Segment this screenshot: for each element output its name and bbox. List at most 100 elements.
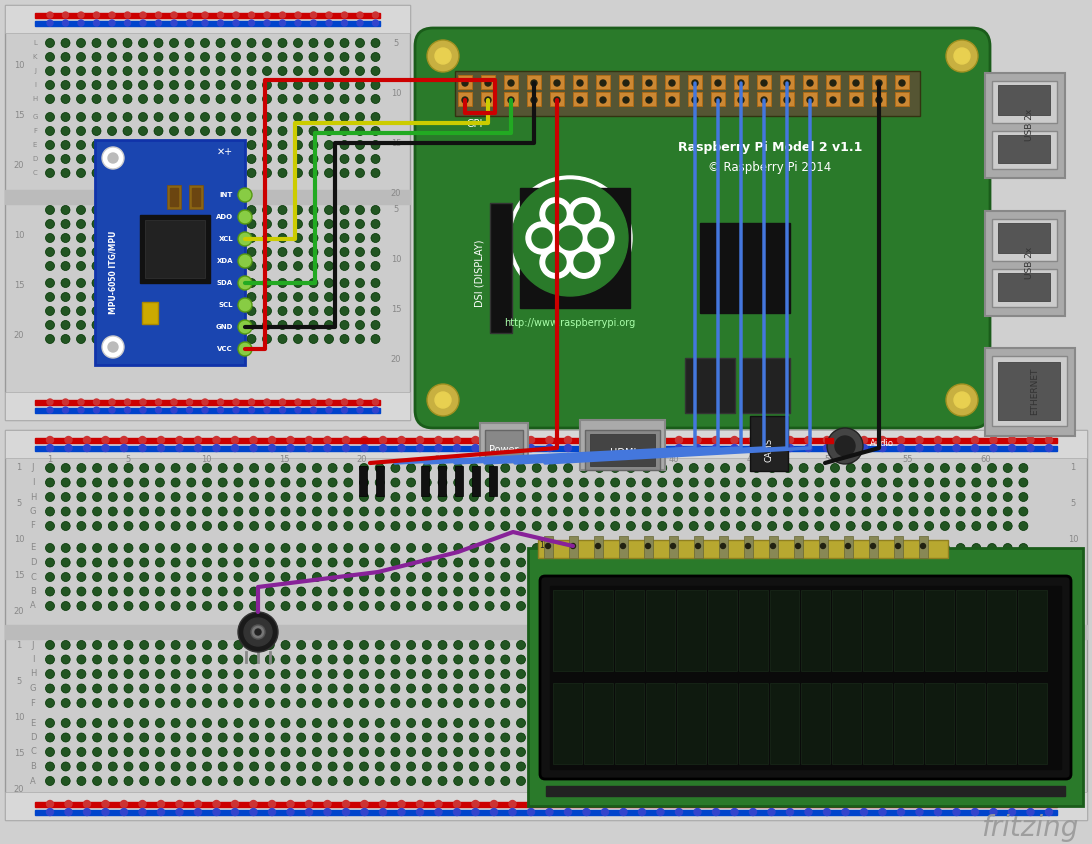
Circle shape bbox=[102, 336, 124, 358]
Circle shape bbox=[783, 684, 793, 693]
Circle shape bbox=[925, 463, 934, 473]
Circle shape bbox=[674, 572, 682, 582]
Circle shape bbox=[438, 572, 447, 582]
Circle shape bbox=[423, 544, 431, 553]
Circle shape bbox=[124, 748, 133, 756]
Circle shape bbox=[752, 544, 761, 553]
Circle shape bbox=[281, 718, 290, 728]
Circle shape bbox=[783, 655, 793, 664]
Circle shape bbox=[517, 587, 525, 596]
Circle shape bbox=[1019, 684, 1028, 693]
Circle shape bbox=[46, 602, 55, 610]
Bar bbox=[769, 536, 778, 558]
Circle shape bbox=[501, 507, 510, 516]
Circle shape bbox=[218, 587, 227, 596]
Circle shape bbox=[376, 544, 384, 553]
Bar bbox=[1018, 683, 1047, 764]
Circle shape bbox=[234, 493, 242, 501]
Circle shape bbox=[107, 219, 117, 229]
Text: 35: 35 bbox=[591, 456, 602, 464]
Circle shape bbox=[862, 776, 871, 786]
Circle shape bbox=[831, 718, 840, 728]
Circle shape bbox=[176, 809, 183, 815]
Circle shape bbox=[61, 140, 70, 149]
Circle shape bbox=[595, 733, 604, 742]
Circle shape bbox=[201, 80, 210, 89]
Circle shape bbox=[359, 493, 368, 501]
Circle shape bbox=[721, 748, 729, 756]
Circle shape bbox=[340, 205, 349, 214]
Circle shape bbox=[372, 12, 379, 18]
Circle shape bbox=[46, 699, 55, 707]
Circle shape bbox=[309, 262, 318, 270]
Circle shape bbox=[657, 463, 667, 473]
Circle shape bbox=[185, 140, 194, 149]
Circle shape bbox=[309, 169, 318, 177]
Circle shape bbox=[972, 478, 981, 487]
Circle shape bbox=[957, 762, 965, 771]
Circle shape bbox=[879, 800, 886, 808]
Circle shape bbox=[957, 776, 965, 786]
Circle shape bbox=[783, 762, 793, 771]
Circle shape bbox=[1026, 445, 1034, 452]
Circle shape bbox=[563, 718, 572, 728]
Circle shape bbox=[376, 478, 384, 487]
Circle shape bbox=[925, 669, 934, 679]
Circle shape bbox=[140, 463, 149, 473]
Circle shape bbox=[721, 655, 729, 664]
Circle shape bbox=[107, 39, 117, 47]
Circle shape bbox=[548, 655, 557, 664]
Circle shape bbox=[862, 684, 871, 693]
Circle shape bbox=[893, 558, 902, 567]
Circle shape bbox=[171, 478, 180, 487]
Circle shape bbox=[76, 52, 85, 62]
Circle shape bbox=[1004, 522, 1012, 531]
Circle shape bbox=[312, 507, 321, 516]
Text: Power: Power bbox=[489, 445, 519, 455]
Bar bbox=[189, 185, 203, 209]
Circle shape bbox=[46, 733, 55, 742]
Circle shape bbox=[1026, 809, 1034, 815]
Bar bbox=[780, 92, 794, 106]
Circle shape bbox=[485, 572, 494, 582]
Circle shape bbox=[470, 762, 478, 771]
Circle shape bbox=[107, 279, 117, 288]
Circle shape bbox=[124, 733, 133, 742]
Circle shape bbox=[46, 112, 55, 122]
Circle shape bbox=[1004, 684, 1012, 693]
Circle shape bbox=[107, 127, 117, 136]
Circle shape bbox=[627, 699, 636, 707]
Text: 20: 20 bbox=[1068, 608, 1078, 616]
Circle shape bbox=[61, 776, 70, 786]
Circle shape bbox=[972, 544, 981, 553]
Circle shape bbox=[123, 262, 132, 270]
Circle shape bbox=[470, 669, 478, 679]
Circle shape bbox=[93, 655, 102, 664]
Circle shape bbox=[176, 445, 183, 452]
Text: 10: 10 bbox=[201, 456, 211, 464]
Circle shape bbox=[185, 52, 194, 62]
Circle shape bbox=[676, 800, 682, 808]
Circle shape bbox=[786, 800, 794, 808]
Circle shape bbox=[548, 699, 557, 707]
Circle shape bbox=[925, 733, 934, 742]
Circle shape bbox=[46, 234, 55, 242]
Circle shape bbox=[328, 699, 337, 707]
Circle shape bbox=[657, 641, 667, 650]
Circle shape bbox=[46, 334, 55, 344]
Bar bbox=[826, 75, 840, 89]
Circle shape bbox=[610, 718, 619, 728]
Circle shape bbox=[324, 205, 333, 214]
Circle shape bbox=[171, 463, 180, 473]
Circle shape bbox=[627, 718, 636, 728]
Circle shape bbox=[642, 544, 651, 553]
Circle shape bbox=[548, 641, 557, 650]
Circle shape bbox=[972, 558, 981, 567]
Circle shape bbox=[453, 699, 463, 707]
Circle shape bbox=[247, 306, 256, 316]
Circle shape bbox=[328, 507, 337, 516]
Circle shape bbox=[925, 718, 934, 728]
Circle shape bbox=[639, 800, 645, 808]
Circle shape bbox=[312, 493, 321, 501]
Circle shape bbox=[642, 718, 651, 728]
